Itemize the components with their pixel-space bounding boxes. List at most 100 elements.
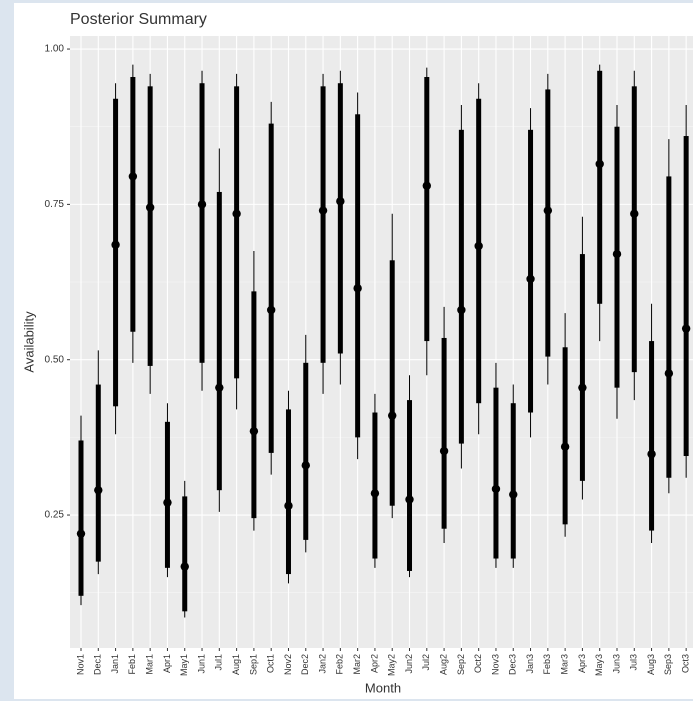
- y-axis-label: Availability: [21, 311, 36, 373]
- median-point: [336, 197, 345, 206]
- x-tick-label: Sep3: [663, 654, 673, 675]
- inner-interval: [458, 129, 464, 444]
- median-point: [249, 426, 259, 436]
- chart-title: Posterior Summary: [70, 11, 207, 28]
- x-tick-label: Jun3: [611, 654, 621, 674]
- inner-interval: [355, 114, 361, 438]
- median-point: [578, 383, 587, 392]
- x-tick-label: Jan1: [110, 654, 120, 674]
- inner-interval: [372, 412, 378, 559]
- x-tick-label: Aug3: [646, 654, 656, 675]
- median-point: [94, 485, 103, 495]
- x-tick-label: Jun2: [404, 654, 414, 674]
- median-point: [388, 411, 397, 420]
- median-point: [509, 490, 518, 499]
- inner-interval: [562, 347, 568, 525]
- x-tick-label: Apr2: [369, 654, 379, 673]
- x-tick-label: Dec3: [508, 654, 518, 675]
- inner-interval: [424, 77, 430, 342]
- median-point: [439, 446, 449, 456]
- x-tick-label: Feb1: [127, 654, 137, 675]
- median-point: [526, 274, 535, 284]
- median-point: [595, 159, 604, 169]
- median-point: [474, 241, 483, 251]
- inner-interval: [476, 98, 482, 404]
- x-tick-label: Mar3: [559, 654, 569, 675]
- x-tick-label: Jan2: [317, 654, 327, 674]
- x-tick-label: Aug2: [438, 654, 448, 675]
- median-point: [405, 495, 414, 504]
- inner-interval: [285, 409, 291, 575]
- y-tick-label: 0.75: [45, 199, 65, 210]
- x-tick-label: May2: [387, 654, 397, 676]
- x-tick-label: Jul1: [214, 654, 224, 671]
- x-tick-label: Feb3: [542, 654, 552, 675]
- median-point: [128, 172, 138, 181]
- median-point: [197, 200, 207, 209]
- x-tick-label: Nov3: [490, 654, 500, 675]
- x-tick-label: Apr1: [162, 654, 172, 673]
- inner-interval: [147, 86, 153, 366]
- inner-interval: [216, 191, 222, 491]
- inner-interval: [545, 89, 551, 357]
- inner-interval: [666, 176, 672, 478]
- inner-interval: [199, 83, 205, 363]
- inner-interval: [234, 86, 240, 379]
- x-tick-label: Nov2: [283, 654, 293, 675]
- median-point: [647, 449, 656, 459]
- inner-interval: [130, 77, 136, 332]
- median-point: [266, 305, 276, 315]
- x-tick-label: May1: [179, 654, 189, 676]
- inner-interval: [441, 337, 447, 529]
- inner-interval: [493, 387, 499, 559]
- x-tick-label: Apr3: [577, 654, 587, 673]
- inner-interval: [320, 86, 326, 363]
- x-tick-label: Mar1: [145, 654, 155, 675]
- inner-interval: [631, 86, 637, 373]
- median-point: [630, 209, 639, 218]
- median-point: [145, 203, 155, 212]
- x-tick-label: Mar2: [352, 654, 362, 675]
- x-tick-label: Aug1: [231, 654, 241, 675]
- inner-interval: [95, 384, 101, 562]
- x-tick-label: Jan3: [525, 654, 535, 674]
- panel: [70, 36, 693, 648]
- inner-interval: [303, 362, 309, 540]
- x-tick-label: May3: [594, 654, 604, 676]
- median-point: [301, 461, 310, 470]
- x-tick-label: Jul2: [421, 654, 431, 671]
- inner-interval: [268, 123, 274, 453]
- inner-interval: [78, 440, 84, 596]
- median-point: [318, 206, 328, 215]
- median-point: [664, 369, 674, 378]
- median-point: [232, 209, 241, 218]
- x-tick-label: Oct3: [681, 654, 691, 673]
- x-tick-label: Sep2: [456, 654, 466, 675]
- median-point: [491, 484, 501, 494]
- x-tick-label: Oct1: [266, 654, 276, 673]
- inner-interval: [164, 421, 170, 568]
- inner-interval: [337, 83, 343, 354]
- y-tick-label: 0.50: [45, 354, 65, 365]
- inner-interval: [510, 403, 516, 559]
- x-tick-label: Feb2: [335, 654, 345, 675]
- x-tick-label: Dec2: [300, 654, 310, 675]
- inner-interval: [579, 254, 585, 481]
- median-point: [180, 562, 189, 571]
- x-tick-label: Jun1: [196, 654, 206, 674]
- x-tick-label: Sep1: [248, 654, 258, 675]
- median-point: [681, 324, 691, 333]
- inner-interval: [528, 129, 534, 413]
- median-point: [457, 305, 466, 315]
- x-tick-label: Nov1: [75, 654, 85, 675]
- median-point: [422, 181, 431, 190]
- x-tick-label: Jul3: [629, 654, 639, 671]
- median-point: [215, 383, 224, 392]
- median-point: [163, 498, 172, 507]
- y-tick-label: 1.00: [45, 44, 65, 55]
- median-point: [612, 249, 622, 259]
- median-point: [543, 206, 553, 215]
- x-tick-label: Oct2: [473, 654, 483, 673]
